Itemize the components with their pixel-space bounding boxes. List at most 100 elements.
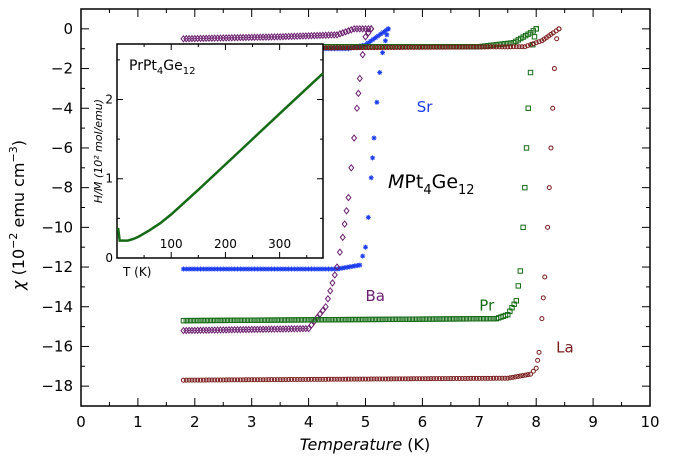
data-point-ba-zfc bbox=[343, 207, 350, 215]
data-point-sr-zfc bbox=[357, 262, 363, 268]
data-point-la-zfc bbox=[257, 377, 263, 383]
data-point-pr-zfc bbox=[317, 317, 323, 323]
data-point-ba-fc bbox=[345, 27, 352, 35]
data-point-ba-zfc bbox=[365, 29, 372, 37]
data-point-pr-zfc bbox=[405, 316, 411, 322]
data-point-pr-zfc bbox=[331, 316, 337, 323]
data-point-pr-zfc bbox=[482, 316, 488, 322]
data-point-la-zfc bbox=[479, 375, 485, 381]
data-point-la-fc bbox=[510, 44, 516, 50]
data-point-la-fc bbox=[516, 44, 522, 50]
data-point-la-zfc bbox=[269, 377, 275, 383]
series-label-pr: Pr bbox=[479, 297, 495, 315]
data-point-pr-zfc bbox=[254, 317, 261, 323]
data-point-pr-zfc bbox=[283, 317, 289, 323]
data-point-la-zfc bbox=[226, 377, 232, 383]
data-point-sr-zfc bbox=[308, 266, 314, 272]
data-point-la-zfc bbox=[195, 377, 201, 383]
data-point-pr-zfc bbox=[465, 316, 471, 322]
data-point-la-zfc bbox=[286, 377, 292, 383]
data-point-sr-zfc bbox=[320, 266, 326, 272]
data-point-la-fc bbox=[326, 45, 332, 51]
data-point-sr-zfc bbox=[306, 266, 312, 272]
data-point-la-zfc bbox=[212, 377, 218, 383]
data-point-pr-zfc bbox=[411, 316, 417, 322]
data-point-pr-zfc bbox=[322, 317, 329, 323]
data-point-pr-zfc bbox=[459, 316, 465, 322]
data-point-la-zfc bbox=[192, 377, 198, 383]
data-point-la-zfc bbox=[414, 376, 420, 382]
data-point-ba-zfc bbox=[336, 248, 343, 256]
data-point-la-fc bbox=[519, 44, 525, 50]
data-point-pr-zfc bbox=[257, 317, 263, 323]
y-axis-close: ) bbox=[9, 140, 28, 146]
data-point-la-zfc bbox=[533, 365, 539, 371]
data-point-la-zfc bbox=[394, 376, 400, 382]
y-tick-label: −16 bbox=[41, 337, 73, 355]
y-axis-units: emu cm bbox=[9, 162, 28, 232]
data-point-la-zfc bbox=[554, 36, 560, 42]
y-tick-label: −12 bbox=[41, 258, 73, 276]
data-point-pr-zfc bbox=[431, 316, 437, 322]
data-point-sr-zfc bbox=[380, 50, 386, 56]
data-point-la-fc bbox=[363, 45, 368, 51]
data-point-pr-zfc bbox=[357, 316, 363, 323]
data-point-pr-zfc bbox=[470, 316, 477, 322]
data-point-pr-zfc bbox=[468, 316, 474, 322]
data-point-la-zfc bbox=[280, 377, 286, 383]
data-point-pr-zfc bbox=[345, 316, 352, 323]
data-point-la-fc bbox=[473, 44, 479, 50]
data-point-la-fc bbox=[428, 44, 434, 50]
data-point-pr-zfc bbox=[217, 317, 224, 324]
data-point-pr-zfc bbox=[453, 316, 460, 322]
data-point-pr-zfc bbox=[476, 316, 483, 322]
data-point-la-fc bbox=[411, 44, 417, 50]
data-point-la-fc bbox=[343, 45, 349, 51]
data-point-pr-zfc bbox=[388, 316, 394, 323]
data-point-la-zfc bbox=[488, 375, 494, 381]
data-point-la-zfc bbox=[550, 105, 556, 111]
data-point-pr-zfc bbox=[520, 224, 526, 231]
data-point-sr-zfc bbox=[371, 135, 377, 141]
data-point-la-zfc bbox=[303, 376, 309, 382]
inset-title-part: 4 bbox=[157, 66, 163, 77]
data-point-la-zfc bbox=[548, 145, 554, 151]
data-point-la-zfc bbox=[229, 377, 235, 383]
data-point-pr-zfc bbox=[311, 317, 317, 323]
data-point-sr-zfc bbox=[206, 266, 212, 272]
data-point-la-zfc bbox=[363, 376, 368, 382]
data-point-pr-zfc bbox=[243, 317, 249, 323]
inset-title-part: Ge bbox=[163, 58, 182, 74]
data-point-la-fc bbox=[382, 45, 388, 51]
data-point-la-zfc bbox=[283, 377, 289, 383]
data-point-pr-zfc bbox=[442, 316, 448, 322]
x-tick-label: 1 bbox=[133, 413, 143, 431]
data-point-la-zfc bbox=[419, 376, 425, 382]
data-point-la-zfc bbox=[448, 376, 454, 382]
data-point-la-zfc bbox=[220, 377, 226, 383]
data-point-la-fc bbox=[499, 44, 505, 50]
data-point-sr-fc bbox=[365, 40, 371, 46]
data-point-la-zfc bbox=[186, 377, 192, 383]
data-point-pr-zfc bbox=[428, 316, 434, 322]
inset-y-tick-label: 2 bbox=[105, 92, 113, 106]
data-point-la-zfc bbox=[408, 376, 414, 382]
data-point-la-zfc bbox=[334, 376, 340, 382]
data-point-la-zfc bbox=[374, 376, 380, 382]
data-point-la-zfc bbox=[380, 376, 386, 382]
y-axis-symbol: χ bbox=[9, 280, 28, 291]
data-point-pr-zfc bbox=[325, 317, 332, 323]
data-point-la-zfc bbox=[525, 372, 531, 378]
data-point-sr-zfc bbox=[271, 266, 277, 272]
data-point-pr-zfc bbox=[436, 316, 443, 322]
data-point-la-zfc bbox=[502, 375, 508, 381]
x-axis-title-unit: (K) bbox=[402, 435, 430, 454]
data-point-la-zfc bbox=[546, 185, 552, 191]
data-point-la-zfc bbox=[522, 372, 528, 378]
data-point-la-zfc bbox=[200, 377, 206, 383]
data-point-pr-zfc bbox=[229, 317, 235, 324]
data-point-la-fc bbox=[380, 45, 386, 51]
data-point-sr-zfc bbox=[289, 266, 295, 272]
data-point-la-zfc bbox=[348, 376, 354, 382]
data-point-la-fc bbox=[331, 45, 337, 51]
